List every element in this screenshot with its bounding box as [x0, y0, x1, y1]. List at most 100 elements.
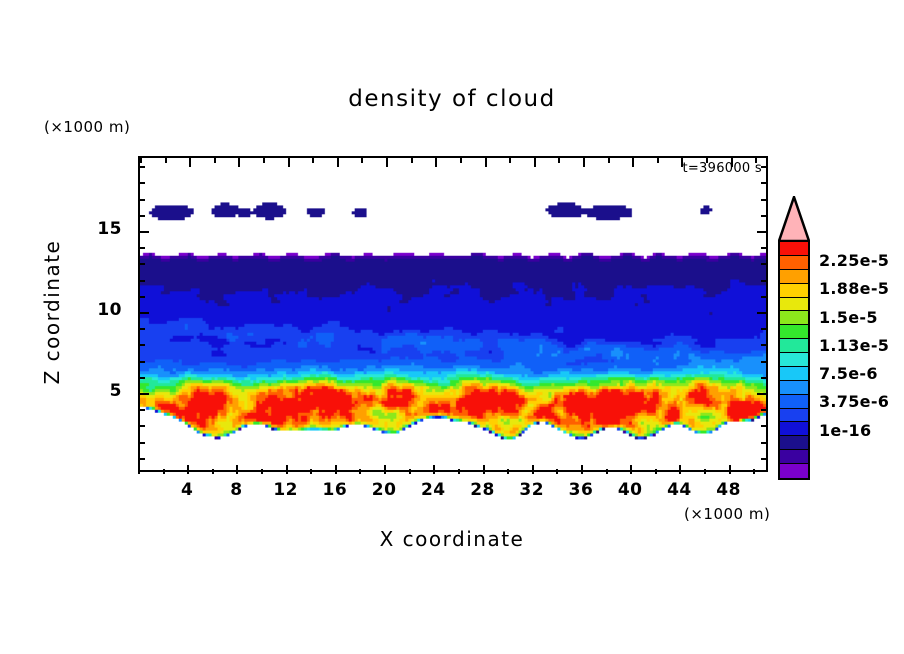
colorbar: 2.25e-5 1.88e-5 1.5e-5 1.13e-5 7.5e-6 3.75e-6… — [773, 196, 897, 488]
colorbar-band — [780, 380, 808, 395]
x-tick-mark — [605, 469, 608, 474]
x-tick-mark — [704, 469, 707, 474]
x-tick-mark-top — [238, 158, 241, 167]
x-tick-mark-top — [533, 158, 536, 167]
y-tick-mark-right — [761, 425, 766, 428]
x-tick-mark-top — [681, 158, 684, 167]
x-tick-label: 24 — [420, 480, 446, 500]
y-tick-mark-right — [761, 166, 766, 169]
y-tick-mark-right — [761, 344, 766, 347]
x-tick-label: 36 — [568, 480, 594, 500]
x-tick-mark-top — [410, 158, 413, 163]
x-tick-mark-top — [484, 158, 487, 167]
x-tick-mark-top — [509, 158, 512, 163]
y-tick-mark — [140, 230, 149, 233]
colorbar-tick-label: 1.5e-5 — [819, 307, 878, 327]
colorbar-band — [780, 408, 808, 423]
x-tick-mark-top — [336, 158, 339, 167]
x-tick-mark — [261, 469, 264, 474]
x-axis-title: X coordinate — [379, 527, 525, 551]
x-tick-label: 28 — [470, 480, 495, 500]
colorbar-tick-label: 1.13e-5 — [819, 335, 890, 355]
y-tick-mark-right — [761, 279, 766, 282]
x-tick-mark — [310, 469, 313, 474]
x-tick-mark — [334, 465, 337, 474]
colorbar-band — [780, 325, 808, 340]
x-tick-mark — [138, 469, 140, 474]
y-tick-mark — [140, 247, 145, 250]
y-tick-mark-right — [761, 295, 766, 298]
colorbar-band — [780, 353, 808, 367]
y-tick-mark — [140, 328, 145, 331]
x-tick-mark-top — [582, 158, 585, 167]
y-tick-label: 10 — [97, 299, 122, 320]
x-tick-mark — [728, 465, 731, 474]
x-tick-mark-top — [435, 158, 438, 167]
x-tick-mark — [433, 465, 436, 474]
y-tick-mark-right — [761, 182, 766, 185]
y-tick-mark-right — [761, 441, 766, 444]
x-tick-mark-top — [312, 158, 315, 163]
x-axis-unit-label: (×1000 m) — [684, 505, 771, 523]
y-tick-mark — [140, 360, 145, 363]
x-tick-mark-top — [164, 158, 167, 163]
y-tick-mark-right — [761, 376, 766, 379]
colorbar-band — [780, 311, 808, 326]
y-tick-mark — [140, 263, 145, 266]
colorbar-band — [780, 297, 808, 312]
y-tick-mark — [140, 425, 145, 428]
x-tick-mark-top — [361, 158, 364, 163]
x-tick-mark-top — [730, 158, 733, 167]
x-tick-label: 12 — [273, 480, 298, 500]
x-tick-label: 44 — [667, 480, 692, 500]
colorbar-bands — [778, 240, 810, 480]
x-tick-mark — [457, 469, 460, 474]
x-tick-mark-top — [632, 158, 635, 167]
colorbar-band — [780, 269, 808, 284]
x-tick-mark — [753, 469, 756, 474]
x-tick-mark — [359, 469, 362, 474]
colorbar-tick-label: 2.25e-5 — [819, 251, 890, 271]
y-tick-mark-right — [761, 360, 766, 363]
y-tick-mark-right — [761, 457, 766, 460]
colorbar-tick-label: 1e-16 — [819, 420, 872, 440]
y-axis: 5 10 15 — [58, 156, 130, 472]
colorbar-band — [780, 436, 808, 451]
y-tick-mark — [140, 182, 145, 185]
y-tick-mark — [140, 409, 145, 412]
x-tick-mark-top — [140, 158, 142, 163]
x-tick-mark — [556, 469, 559, 474]
x-tick-label: 4 — [181, 480, 194, 500]
colorbar-band — [780, 394, 808, 409]
x-tick-mark — [187, 465, 190, 474]
x-tick-label: 16 — [322, 480, 348, 500]
timestamp-annotation: t=396000 s — [682, 161, 762, 176]
x-tick-mark — [580, 465, 583, 474]
x-tick-label: 32 — [519, 480, 545, 500]
x-axis: 4 8 12 16 20 24 28 32 36 40 44 48 — [138, 465, 768, 524]
x-tick-mark-top — [755, 158, 758, 163]
x-tick-mark-top — [706, 158, 709, 163]
chart-title: density of cloud — [348, 86, 556, 112]
x-tick-mark — [654, 469, 657, 474]
x-tick-mark — [236, 465, 239, 474]
x-tick-mark — [408, 469, 411, 474]
y-tick-mark — [140, 376, 145, 379]
y-tick-mark — [140, 279, 145, 282]
y-tick-mark — [140, 198, 145, 201]
x-tick-mark — [211, 469, 214, 474]
colorbar-band — [780, 283, 808, 298]
y-axis-unit-label: (×1000 m) — [44, 118, 131, 136]
x-tick-label: 20 — [371, 480, 397, 500]
colorbar-band — [780, 339, 808, 353]
x-tick-mark-top — [459, 158, 462, 163]
x-tick-mark-top — [607, 158, 610, 163]
x-tick-mark-top — [287, 158, 290, 167]
contour-plot-area: t=396000 s — [138, 156, 768, 472]
y-tick-mark — [140, 295, 145, 298]
x-tick-mark-top — [386, 158, 389, 167]
y-tick-mark — [140, 166, 145, 169]
colorbar-tick-label: 7.5e-6 — [819, 364, 878, 384]
y-tick-mark-right — [761, 409, 766, 412]
x-tick-mark-top — [656, 158, 659, 163]
